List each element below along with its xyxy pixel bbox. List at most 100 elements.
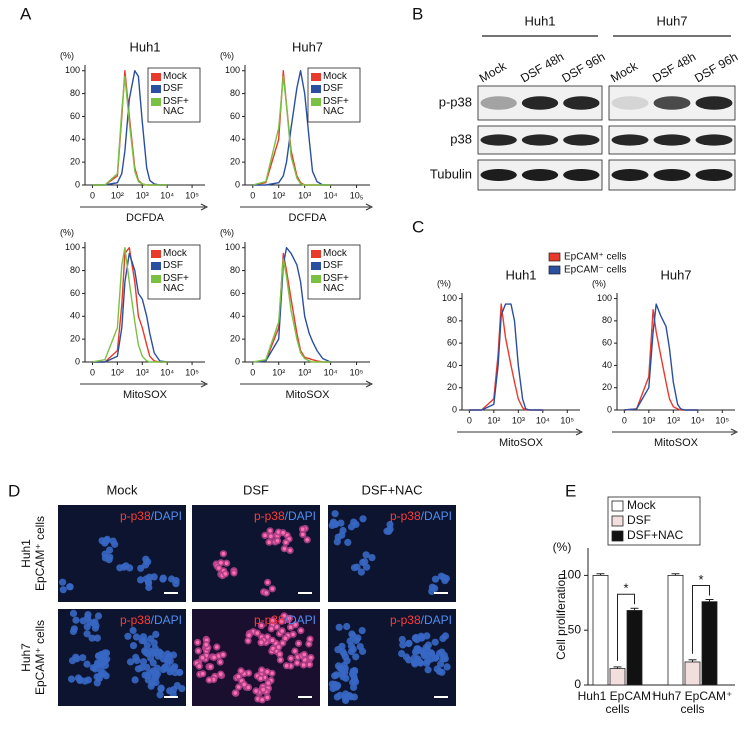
column-label: DSF+NAC — [361, 482, 422, 497]
cell — [428, 587, 436, 596]
arrow-head — [365, 380, 374, 388]
x-tick-label: 10² — [272, 367, 285, 377]
cell — [386, 520, 394, 529]
y-tick-label: 60 — [230, 111, 240, 121]
cell-core — [270, 671, 274, 676]
cell — [79, 617, 87, 625]
bar — [626, 610, 643, 686]
cell — [137, 576, 145, 584]
cell — [164, 659, 172, 667]
cell-core — [301, 532, 305, 537]
histogram-line — [624, 303, 698, 411]
y-unit: (%) — [60, 227, 74, 237]
x-tick-label: 10⁵ — [715, 415, 729, 425]
cell — [88, 634, 96, 642]
cell-core — [307, 642, 311, 646]
marker-label: p-p38 — [254, 509, 285, 523]
cell — [59, 578, 67, 586]
cell-core — [246, 685, 251, 690]
legend-swatch — [311, 275, 321, 283]
cell — [339, 673, 347, 681]
legend-label-box: DSF+ NAC — [163, 97, 189, 117]
y-tick-label: 40 — [230, 134, 240, 144]
cell-core — [207, 678, 211, 682]
cell — [141, 647, 149, 655]
cell — [83, 630, 91, 638]
x-tick-label: Huh1 EpCAM⁺ cells — [577, 690, 658, 716]
x-tick-label: 0 — [250, 190, 255, 200]
legend-swatch — [151, 262, 161, 270]
cell — [350, 683, 358, 692]
cell-core — [284, 663, 289, 668]
x-tick-label: 10₅ — [350, 190, 364, 200]
y-tick-label: 80 — [70, 265, 80, 275]
cell — [152, 630, 160, 639]
cell-core — [247, 633, 251, 638]
cell-core — [224, 561, 229, 565]
micrograph — [192, 505, 320, 602]
cell — [142, 561, 150, 569]
cell — [352, 653, 360, 661]
arrow-head — [365, 203, 374, 211]
cell-core — [265, 635, 270, 639]
x-tick-label: 10² — [272, 190, 285, 200]
cell — [168, 575, 176, 583]
x-tick-label-box: Huh1 EpCAM⁺ cells — [577, 690, 658, 716]
arrow-head — [575, 428, 584, 436]
y-tick-label: 60 — [447, 338, 457, 348]
cell-core — [223, 572, 228, 576]
legend-label-box: DSF — [163, 261, 183, 271]
legend-label: EpCAM⁻ cells — [564, 265, 627, 276]
significance-mark: * — [623, 581, 628, 596]
y-tick-label: 40 — [70, 311, 80, 321]
legend-swatch — [151, 275, 161, 283]
cell-core — [267, 540, 271, 544]
x-tick-label: 10³ — [512, 415, 525, 425]
x-tick-label: 10³ — [136, 367, 149, 377]
cell — [95, 661, 103, 669]
chart-title: Huh7 — [292, 39, 323, 54]
lane-label: DSF 96h — [559, 50, 607, 86]
cell — [89, 664, 97, 672]
legend-label: Mock — [323, 249, 347, 259]
cell-core — [283, 636, 288, 641]
cell — [405, 656, 413, 664]
y-tick-label: 40 — [70, 134, 80, 144]
cell — [441, 632, 450, 640]
x-tick-label: 0 — [467, 415, 472, 425]
cell — [69, 609, 78, 618]
legend-label: DSF — [163, 84, 183, 94]
y-tick-label: 60 — [602, 338, 612, 348]
counterstain-label: /DAPI — [151, 509, 182, 523]
y-tick-label: 80 — [70, 88, 80, 98]
y-tick-label: 80 — [230, 88, 240, 98]
cell — [101, 539, 109, 547]
cell — [145, 573, 154, 581]
histogram-line — [92, 247, 168, 363]
significance-bracket — [692, 585, 710, 654]
legend-label: Mock — [163, 249, 187, 259]
cell-core — [218, 660, 222, 664]
cell-core — [195, 640, 200, 645]
panel-label: D — [8, 481, 20, 500]
cell-core — [284, 540, 288, 545]
arrow-head — [730, 428, 739, 436]
cell — [399, 641, 407, 649]
cell — [147, 682, 155, 690]
cell — [411, 634, 419, 642]
cell-core — [270, 587, 275, 591]
y-tick-label: 100 — [597, 293, 612, 303]
lane-label: Mock — [608, 58, 641, 85]
histogram-line — [469, 303, 543, 411]
cell-core — [265, 695, 270, 700]
cell — [331, 510, 339, 518]
y-tick-label: 40 — [447, 360, 457, 370]
cell — [362, 551, 370, 559]
y-unit: (%) — [592, 278, 606, 288]
y-tick-label: 100 — [442, 293, 457, 303]
lane-label: DSF 96h — [692, 50, 740, 86]
x-axis-label: MitoSOX — [654, 437, 699, 449]
legend-label-box: DSF+ NAC — [163, 274, 189, 294]
significance-bracket — [617, 593, 635, 661]
legend-label: DSF — [163, 261, 183, 271]
